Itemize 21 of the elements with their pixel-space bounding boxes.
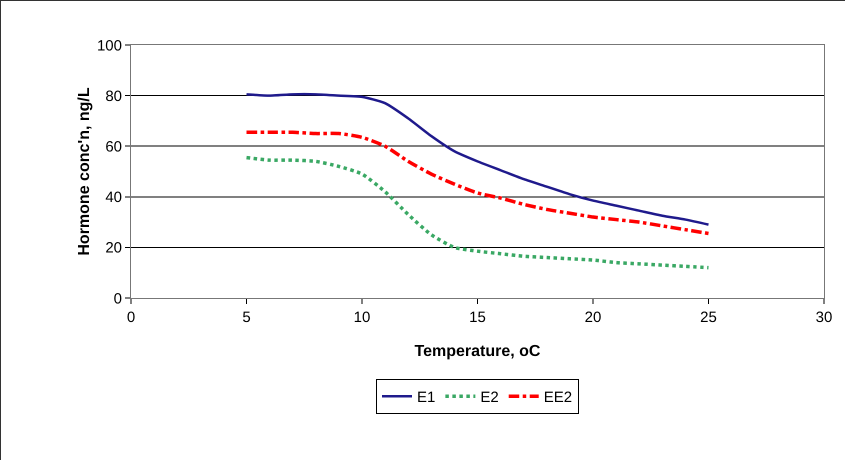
x-tick-label: 30 xyxy=(816,309,832,326)
line-series xyxy=(244,130,710,236)
x-tick-label: 15 xyxy=(469,309,486,326)
y-axis-title: Hormone conc'n, ng/L xyxy=(76,87,93,256)
x-tick-label: 25 xyxy=(700,309,717,326)
line-series xyxy=(245,92,710,226)
x-axis-title: Temperature, oC xyxy=(414,343,541,360)
y-tick-label: 60 xyxy=(105,138,122,156)
y-tick-label: 0 xyxy=(114,290,122,308)
legend-label: E1 xyxy=(417,389,436,406)
legend-label: E2 xyxy=(480,389,499,406)
y-tick-label: 100 xyxy=(96,37,122,54)
x-tick-label: 10 xyxy=(354,309,370,326)
line-series xyxy=(244,156,710,270)
x-tick-label: 20 xyxy=(584,309,602,326)
x-tick-label: 0 xyxy=(126,309,136,326)
y-tick-label: 80 xyxy=(105,88,122,105)
x-tick-label: 5 xyxy=(242,309,251,326)
legend-label: EE2 xyxy=(544,389,572,406)
y-tick-label: 20 xyxy=(105,240,122,257)
y-tick-label: 40 xyxy=(105,189,122,206)
